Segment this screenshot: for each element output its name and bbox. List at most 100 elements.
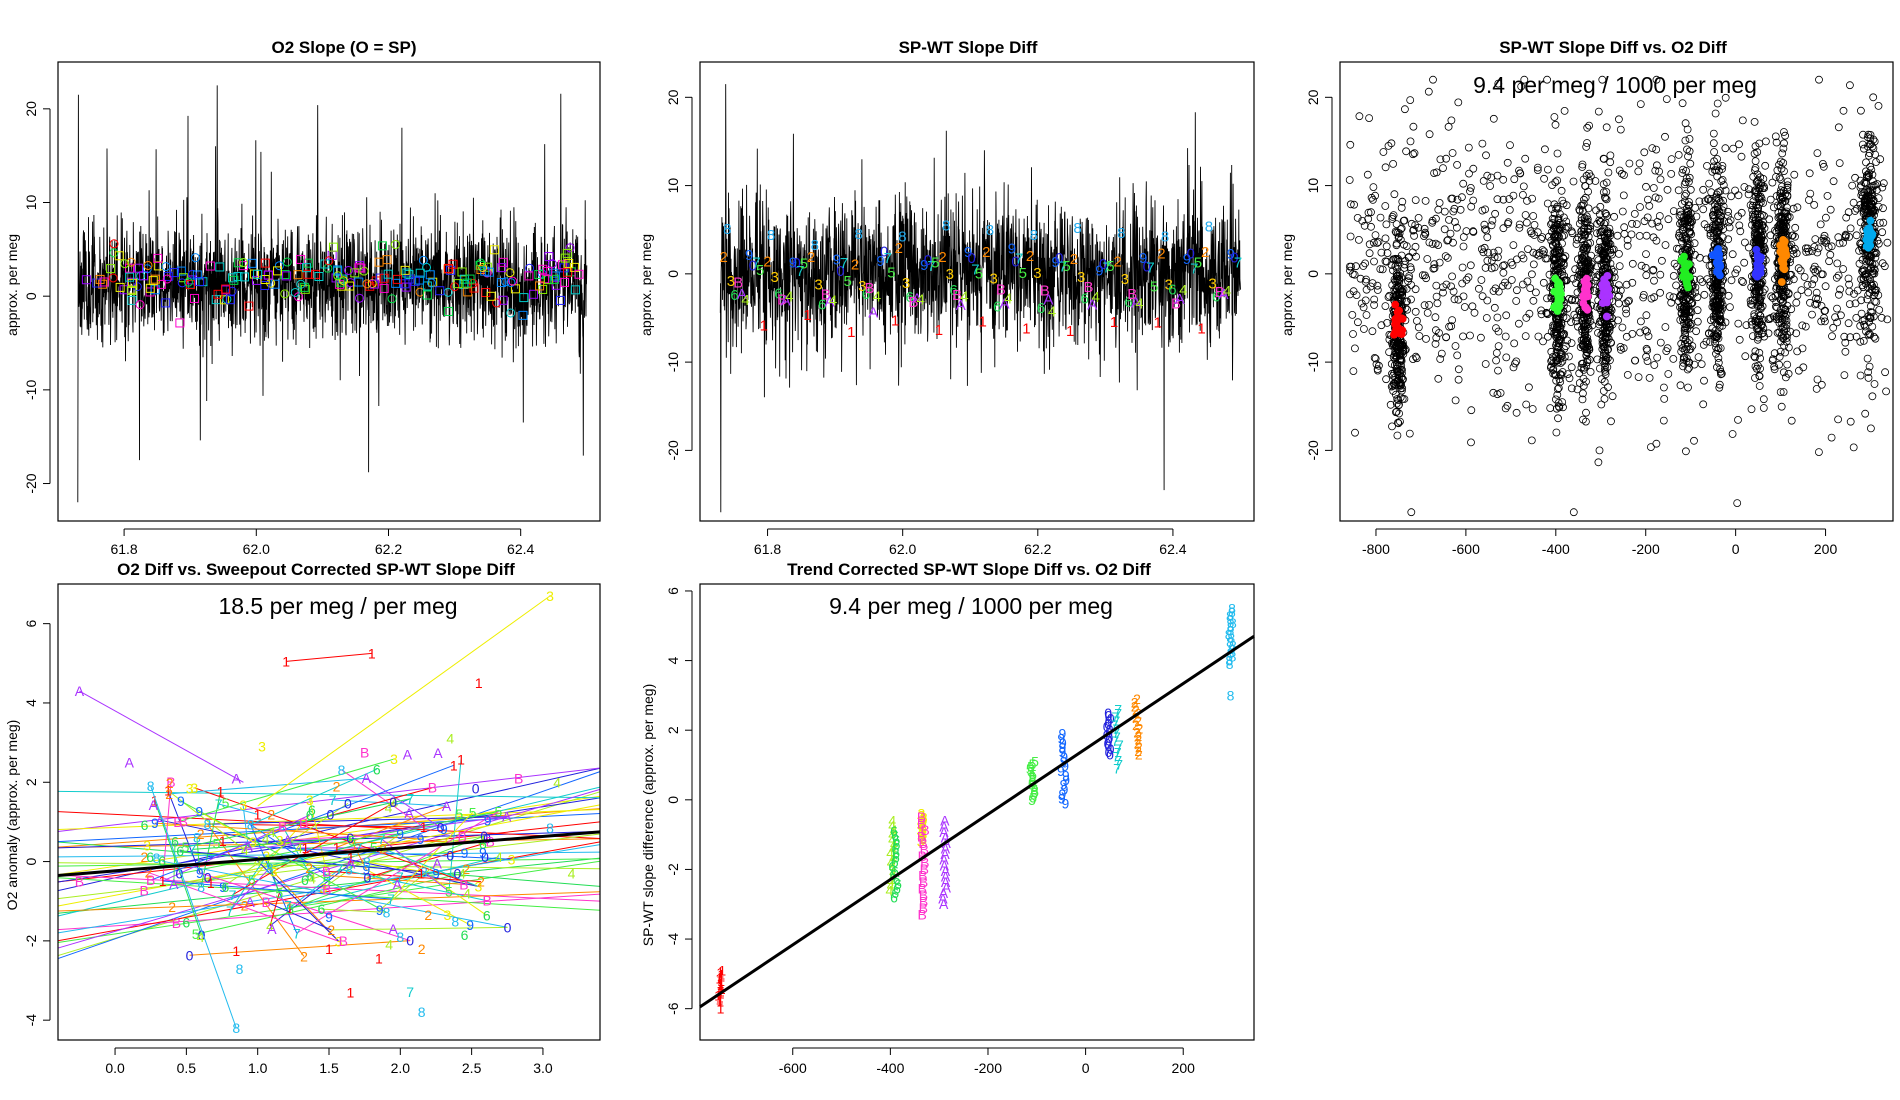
scatter-point (1423, 308, 1432, 317)
scatter-point (1712, 343, 1720, 352)
data-point (535, 281, 545, 291)
scatter-point (1713, 300, 1721, 309)
scatter-point (1812, 294, 1820, 303)
scatter-point (1582, 408, 1590, 417)
point-label: B (278, 819, 287, 835)
scatter-point (1851, 173, 1859, 182)
point-label: 6 (182, 914, 190, 930)
scatter-point (1682, 245, 1691, 254)
scatter-point (1582, 142, 1591, 151)
scatter-point (1482, 226, 1491, 235)
point-label: 0 (186, 947, 194, 963)
cycle-label: 5 (1106, 258, 1114, 275)
scatter-point (1775, 212, 1784, 221)
group-point-label: 7 (1113, 729, 1121, 745)
scatter-point (1602, 123, 1611, 132)
cluster-mean-point (1716, 260, 1724, 269)
scatter-point (1409, 225, 1418, 234)
scatter-point (1554, 414, 1562, 423)
scatter-point (1481, 263, 1490, 272)
data-point (543, 266, 553, 276)
scatter-point (1690, 239, 1699, 248)
data-point (415, 287, 425, 297)
scatter-point (1492, 349, 1501, 357)
scatter-point (1603, 212, 1611, 220)
scatter-point (1863, 354, 1872, 363)
scatter-point (1841, 338, 1850, 347)
scatter-point (1865, 313, 1874, 322)
cycle-label: 8 (1205, 219, 1213, 236)
data-point (422, 290, 432, 300)
scatter-point (1527, 229, 1536, 238)
scatter-point (1489, 388, 1498, 397)
scatter-point (1756, 354, 1764, 363)
connect-line (207, 816, 507, 825)
point-label: 5 (182, 839, 190, 855)
scatter-point (1381, 302, 1390, 311)
scatter-point (1846, 417, 1855, 426)
scatter-point (1487, 221, 1496, 230)
x-tick-label: 2.5 (462, 1060, 482, 1076)
cycle-label: B (733, 275, 743, 292)
data-point (150, 285, 160, 295)
scatter-point (1481, 225, 1489, 234)
scatter-point (1582, 351, 1591, 360)
scatter-point (1719, 181, 1728, 190)
data-point (564, 258, 574, 268)
cycle-label: A (1087, 296, 1097, 313)
scatter-point (1381, 202, 1390, 210)
scatter-point (1875, 305, 1884, 314)
scatter-point (1753, 285, 1761, 294)
cluster-mean-point (1685, 273, 1694, 281)
data-point (443, 306, 453, 316)
scatter-point (1776, 220, 1784, 229)
point-label: 0 (346, 830, 354, 846)
connect-line (177, 758, 395, 823)
scatter-point (1549, 255, 1558, 264)
scatter-point (1407, 281, 1416, 289)
y-tick-label: -6 (665, 1002, 681, 1015)
group-point-label: A (940, 857, 950, 873)
scatter-point (1871, 150, 1879, 159)
scatter-point (1489, 287, 1498, 295)
scatter-point (1864, 266, 1873, 275)
cycle-label: 5 (756, 262, 764, 279)
scatter-point (1554, 215, 1563, 224)
scatter-point (1846, 81, 1854, 90)
connect-line (321, 908, 387, 913)
data-point (253, 269, 263, 279)
scatter-point (1362, 311, 1371, 319)
cycle-label: 7 (752, 255, 760, 272)
scatter-point (1552, 351, 1561, 360)
scatter-point (1808, 310, 1816, 319)
scatter-point (1682, 447, 1690, 456)
cycle-label: 2 (1070, 251, 1078, 268)
scatter-point (1573, 385, 1582, 394)
cycle-label: 1 (803, 307, 811, 324)
cycle-label: 5 (1194, 255, 1202, 272)
scatter-point (1676, 381, 1685, 390)
data-point (574, 269, 584, 279)
scatter-point (1388, 339, 1396, 348)
point-label: B (457, 828, 466, 844)
cycle-label: A (1218, 286, 1228, 303)
scatter-point (1558, 368, 1567, 376)
scatter-point (1582, 361, 1591, 370)
cycle-label: 1 (935, 322, 943, 339)
scatter-point (1432, 292, 1441, 301)
point-label: 0 (344, 795, 352, 811)
group-point-label: 9 (1060, 749, 1068, 765)
scatter-point (1580, 214, 1589, 223)
point-label: 9 (376, 902, 384, 918)
scatter-point (1367, 222, 1375, 231)
scatter-point (1750, 149, 1759, 158)
scatter-point (1430, 264, 1439, 273)
connect-line (367, 843, 484, 878)
group-point-label: B (917, 829, 926, 845)
point-label: 1 (450, 757, 458, 773)
scatter-point (1549, 224, 1558, 233)
scatter-point (1558, 357, 1567, 366)
scatter-point (1758, 220, 1767, 229)
scatter-point (1533, 228, 1542, 237)
point-label: B (299, 815, 308, 831)
